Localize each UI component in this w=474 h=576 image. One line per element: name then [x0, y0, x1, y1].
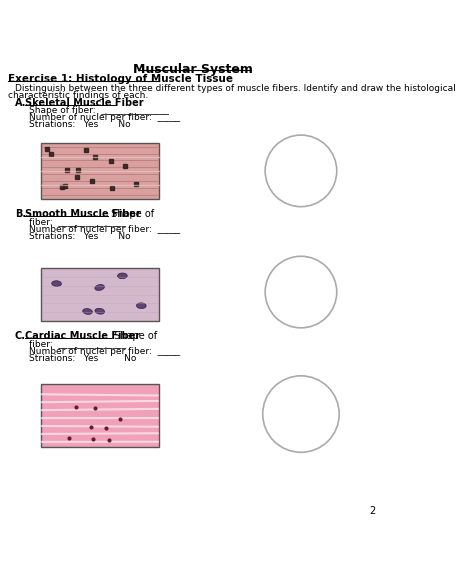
Text: 2: 2: [370, 506, 376, 516]
Text: Striations:   Yes       No: Striations: Yes No: [29, 120, 131, 130]
Text: Shape of: Shape of: [108, 209, 155, 219]
Text: fiber:  _______________: fiber: _______________: [29, 217, 126, 226]
Ellipse shape: [95, 308, 105, 314]
Ellipse shape: [118, 273, 127, 279]
Text: Number of nuclei per fiber:  _____: Number of nuclei per fiber: _____: [29, 347, 181, 355]
Text: Striations:   Yes         No: Striations: Yes No: [29, 354, 137, 363]
Text: fiber:  _______________: fiber: _______________: [29, 339, 126, 348]
Ellipse shape: [52, 281, 62, 286]
Ellipse shape: [137, 303, 146, 309]
Text: Muscular System: Muscular System: [133, 63, 253, 75]
Text: Cardiac Muscle Fiber: Cardiac Muscle Fiber: [25, 331, 140, 341]
Text: Exercise 1: Histology of Muscle Tissue: Exercise 1: Histology of Muscle Tissue: [8, 74, 233, 84]
Bar: [41, 268, 159, 320]
Ellipse shape: [82, 309, 92, 314]
Text: Skeletal Muscle Fiber: Skeletal Muscle Fiber: [25, 98, 144, 108]
Text: Number of nuclei per fiber:  _____: Number of nuclei per fiber: _____: [29, 225, 181, 233]
Text: Striations:   Yes       No: Striations: Yes No: [29, 232, 131, 241]
Text: B.: B.: [15, 209, 26, 219]
Text: Number of nuclei per fiber:  _____: Number of nuclei per fiber: _____: [29, 113, 181, 122]
Text: characteristic findings of each.: characteristic findings of each.: [8, 91, 148, 100]
Text: Smooth Muscle Fiber: Smooth Muscle Fiber: [25, 209, 141, 219]
Text: A.: A.: [15, 98, 26, 108]
Bar: [41, 384, 159, 448]
Ellipse shape: [95, 285, 104, 290]
Text: Distinguish between the three different types of muscle fibers. Identify and dra: Distinguish between the three different …: [15, 84, 456, 93]
Text: Shape of fiber:  _______________: Shape of fiber: _______________: [29, 106, 169, 115]
Bar: [41, 143, 159, 199]
Text: C.: C.: [15, 331, 26, 341]
Text: Shape of: Shape of: [110, 331, 157, 341]
